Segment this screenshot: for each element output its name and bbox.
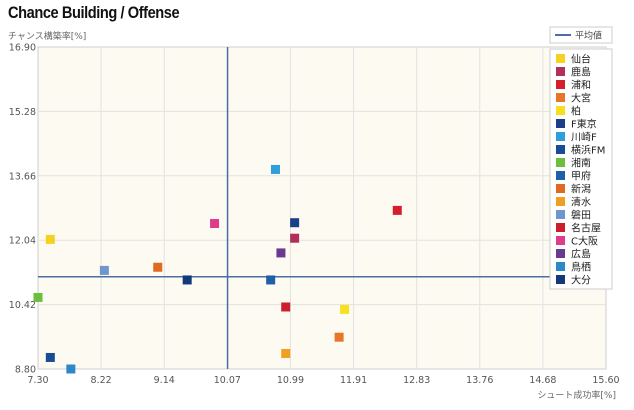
y-tick-label: 8.80: [15, 365, 36, 376]
data-point[interactable]: [392, 205, 402, 215]
legend-swatch: [556, 158, 565, 167]
legend-swatch: [556, 80, 565, 89]
data-point[interactable]: [334, 332, 344, 342]
legend-label[interactable]: 清水: [571, 196, 591, 209]
data-point[interactable]: [281, 302, 291, 312]
x-tick-label: 7.30: [27, 375, 48, 386]
y-axis-label: チャンス構築率[%]: [8, 30, 86, 42]
legend-label[interactable]: 名古屋: [571, 222, 601, 235]
x-tick-label: 10.99: [277, 375, 304, 386]
legend-label[interactable]: 浦和: [571, 79, 591, 92]
x-tick-label: 10.07: [214, 375, 241, 386]
legend-swatch: [556, 210, 565, 219]
legend-swatch: [556, 223, 565, 232]
data-point[interactable]: [153, 262, 163, 272]
y-tick-label: 12.04: [9, 236, 36, 247]
y-tick-label: 15.28: [9, 107, 36, 118]
y-tick-label: 16.90: [9, 43, 36, 54]
legend-label[interactable]: F東京: [571, 118, 597, 131]
data-point[interactable]: [270, 164, 280, 174]
legend-label[interactable]: 鳥栖: [571, 261, 591, 274]
legend-label[interactable]: 川崎F: [571, 131, 597, 144]
legend-label[interactable]: 横浜FM: [571, 144, 605, 157]
legend-label[interactable]: 甲府: [571, 170, 591, 183]
legend-label[interactable]: 大宮: [571, 92, 591, 105]
data-point[interactable]: [210, 219, 220, 229]
legend-label[interactable]: 新潟: [571, 183, 591, 196]
legend-swatch: [556, 184, 565, 193]
legend-swatch: [556, 275, 565, 284]
x-tick-label: 13.76: [466, 375, 493, 386]
data-point[interactable]: [290, 218, 300, 228]
legend-label[interactable]: 鹿島: [571, 66, 591, 79]
legend-swatch: [556, 67, 565, 76]
plot-area: [37, 46, 607, 370]
legend-label[interactable]: 磐田: [571, 209, 591, 222]
x-tick-label: 9.14: [154, 375, 175, 386]
legend-swatch: [556, 106, 565, 115]
legend-swatch: [556, 262, 565, 271]
legend: 平均値 仙台鹿島浦和大宮柏F東京川崎F横浜FM湘南甲府新潟清水磐田名古屋C大阪広…: [549, 26, 613, 290]
x-tick-label: 14.68: [529, 375, 556, 386]
data-point[interactable]: [45, 234, 55, 244]
legend-label[interactable]: 大分: [571, 274, 591, 287]
data-point[interactable]: [281, 348, 291, 358]
legend-label[interactable]: 仙台: [571, 53, 591, 66]
legend-swatch: [556, 145, 565, 154]
data-point[interactable]: [266, 275, 276, 285]
legend-swatch: [556, 132, 565, 141]
data-point[interactable]: [276, 248, 286, 258]
legend-label[interactable]: C大阪: [571, 235, 598, 248]
legend-swatch: [556, 197, 565, 206]
legend-label[interactable]: 広島: [571, 248, 591, 261]
tick-labels: 7.30 8.22 9.14 10.07 10.99 11.91 12.83 13.76 14.…: [9, 43, 620, 387]
avg-legend-label: 平均値: [575, 30, 602, 42]
data-point[interactable]: [182, 275, 192, 285]
legend-label[interactable]: 柏: [571, 105, 581, 118]
avg-legend-box: [549, 26, 613, 44]
chart-title: Chance Building / Offense: [8, 3, 180, 22]
y-tick-label: 10.42: [9, 300, 36, 311]
x-tick-label: 15.60: [592, 375, 619, 386]
x-tick-label: 11.91: [340, 375, 367, 386]
data-point[interactable]: [340, 304, 350, 314]
data-point[interactable]: [290, 233, 300, 243]
legend-label[interactable]: 湘南: [571, 157, 591, 170]
legend-swatch: [556, 54, 565, 63]
legend-swatch: [556, 93, 565, 102]
y-tick-label: 13.66: [9, 171, 36, 182]
legend-swatch: [556, 249, 565, 258]
data-point[interactable]: [66, 364, 76, 374]
legend-swatch: [556, 171, 565, 180]
data-point[interactable]: [99, 265, 109, 275]
legend-swatch: [556, 119, 565, 128]
x-tick-label: 8.22: [91, 375, 112, 386]
legend-items: 仙台鹿島浦和大宮柏F東京川崎F横浜FM湘南甲府新潟清水磐田名古屋C大阪広島鳥栖大…: [556, 53, 605, 287]
legend-swatch: [556, 236, 565, 245]
data-point[interactable]: [45, 352, 55, 362]
average-lines: [38, 47, 606, 369]
data-point[interactable]: [33, 292, 43, 302]
data-points: [33, 164, 402, 374]
x-tick-label: 12.83: [403, 375, 430, 386]
x-axis-label: シュート成功率[%]: [537, 389, 616, 401]
